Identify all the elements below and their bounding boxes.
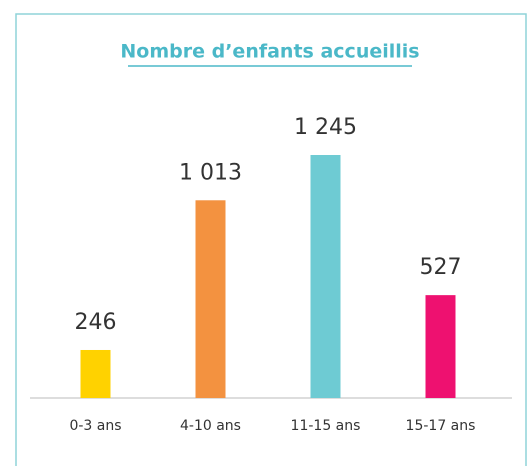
bar bbox=[195, 200, 226, 398]
chart-title: Nombre d’enfants accueillis bbox=[120, 41, 419, 63]
x-tick-label: 11-15 ans bbox=[291, 418, 361, 434]
x-tick-label: 15-17 ans bbox=[406, 418, 476, 434]
bar bbox=[80, 349, 111, 398]
bar bbox=[425, 295, 456, 398]
bar bbox=[310, 155, 341, 398]
value-label: 1 245 bbox=[294, 115, 357, 140]
x-tick-label: 0-3 ans bbox=[69, 418, 121, 434]
value-label: 246 bbox=[75, 310, 117, 335]
value-label: 1 013 bbox=[179, 160, 242, 185]
value-label: 527 bbox=[420, 255, 462, 280]
x-tick-label: 4-10 ans bbox=[180, 418, 241, 434]
